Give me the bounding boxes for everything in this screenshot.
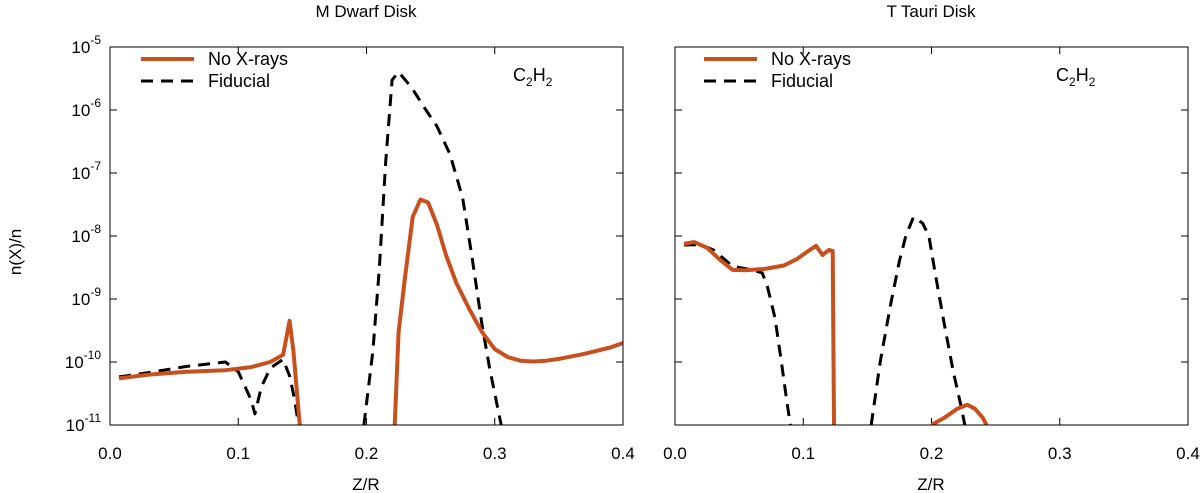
left-x-tick-label: 0.2 xyxy=(355,444,379,463)
y-tick-base: 10 xyxy=(65,353,84,372)
right-panel: T Tauri Disk Z/R 0.0 0.1 0.2 0.3 0.4 No X-ra… xyxy=(663,2,1200,493)
y-tick-base: 10 xyxy=(71,164,90,183)
left-x-tick-label: 0.4 xyxy=(611,444,635,463)
left-species-sub2: 2 xyxy=(546,75,553,89)
left-tick-marks xyxy=(109,46,624,426)
left-x-axis-label: Z/R xyxy=(352,475,379,493)
y-tick-base: 10 xyxy=(71,101,90,120)
right-x-tick-labels: 0.0 0.1 0.2 0.3 0.4 xyxy=(663,444,1200,463)
right-series-line-no-xrays xyxy=(683,240,836,425)
left-legend-label-no-xrays: No X-rays xyxy=(208,49,288,69)
right-series-group xyxy=(683,215,989,425)
left-plot-frame xyxy=(109,46,624,426)
left-series-group xyxy=(118,70,623,425)
right-x-axis-label: Z/R xyxy=(917,475,944,493)
right-x-tick-label: 0.3 xyxy=(1048,444,1072,463)
y-tick-exponent: -6 xyxy=(90,96,101,110)
left-panel-title: M Dwarf Disk xyxy=(315,2,417,21)
right-legend-label-fiducial: Fiducial xyxy=(771,71,833,91)
left-x-tick-label: 0.0 xyxy=(98,444,122,463)
y-tick-exponent: -9 xyxy=(90,285,101,299)
right-series-line-no-xrays xyxy=(930,402,989,425)
y-tick-exponent: -11 xyxy=(85,411,102,425)
left-x-tick-labels: 0.0 0.1 0.2 0.3 0.4 xyxy=(98,444,635,463)
right-x-tick-label: 0.0 xyxy=(663,444,687,463)
right-species-sub2: 2 xyxy=(1089,75,1096,89)
right-x-tick-label: 0.1 xyxy=(791,444,815,463)
left-y-tick-label: 10-10 xyxy=(65,348,102,372)
y-tick-base: 10 xyxy=(71,227,90,246)
left-species-c: C xyxy=(513,65,526,85)
y-tick-base: 10 xyxy=(71,290,90,309)
right-species-c: C xyxy=(1056,65,1069,85)
y-tick-exponent: -10 xyxy=(84,348,102,362)
y-tick-exponent: -8 xyxy=(90,222,101,236)
right-species-h: H xyxy=(1076,65,1089,85)
left-y-tick-label: 10-5 xyxy=(71,33,101,57)
y-tick-base: 10 xyxy=(66,416,85,435)
right-tick-marks xyxy=(674,46,1189,426)
right-series-line-fiducial xyxy=(869,215,967,425)
right-panel-title: T Tauri Disk xyxy=(886,2,976,21)
right-species-sub1: 2 xyxy=(1069,75,1076,89)
left-series-line-no-xrays xyxy=(392,197,623,425)
left-x-tick-label: 0.3 xyxy=(483,444,507,463)
left-x-tick-label: 0.1 xyxy=(226,444,250,463)
left-legend: No X-rays Fiducial xyxy=(141,49,288,91)
left-y-tick-label: 10-6 xyxy=(71,96,101,120)
right-legend-label-no-xrays: No X-rays xyxy=(771,49,851,69)
y-tick-base: 10 xyxy=(71,38,90,57)
left-series-line-no-xrays xyxy=(118,318,302,425)
left-species-h: H xyxy=(533,65,546,85)
left-series-line-fiducial xyxy=(118,357,300,425)
y-tick-exponent: -7 xyxy=(90,159,101,173)
right-legend: No X-rays Fiducial xyxy=(704,49,851,91)
right-plot-frame xyxy=(674,46,1189,426)
left-y-tick-label: 10-9 xyxy=(71,285,101,309)
right-species-annotation: C2H2 xyxy=(1056,65,1096,89)
y-axis-label: n(X)/n xyxy=(6,229,25,275)
left-species-annotation: C2H2 xyxy=(513,65,553,89)
left-legend-label-fiducial: Fiducial xyxy=(208,71,270,91)
left-species-sub1: 2 xyxy=(526,75,533,89)
right-x-tick-label: 0.2 xyxy=(920,444,944,463)
left-y-tick-label: 10-7 xyxy=(71,159,101,183)
left-y-tick-label: 10-8 xyxy=(71,222,101,246)
left-panel: M Dwarf Disk Z/R 10-510-610-710-810-910-… xyxy=(65,2,635,493)
left-series-line-fiducial xyxy=(362,70,503,425)
y-tick-exponent: -5 xyxy=(90,33,101,47)
left-y-tick-label: 10-11 xyxy=(66,411,102,435)
right-x-tick-label: 0.4 xyxy=(1176,444,1200,463)
